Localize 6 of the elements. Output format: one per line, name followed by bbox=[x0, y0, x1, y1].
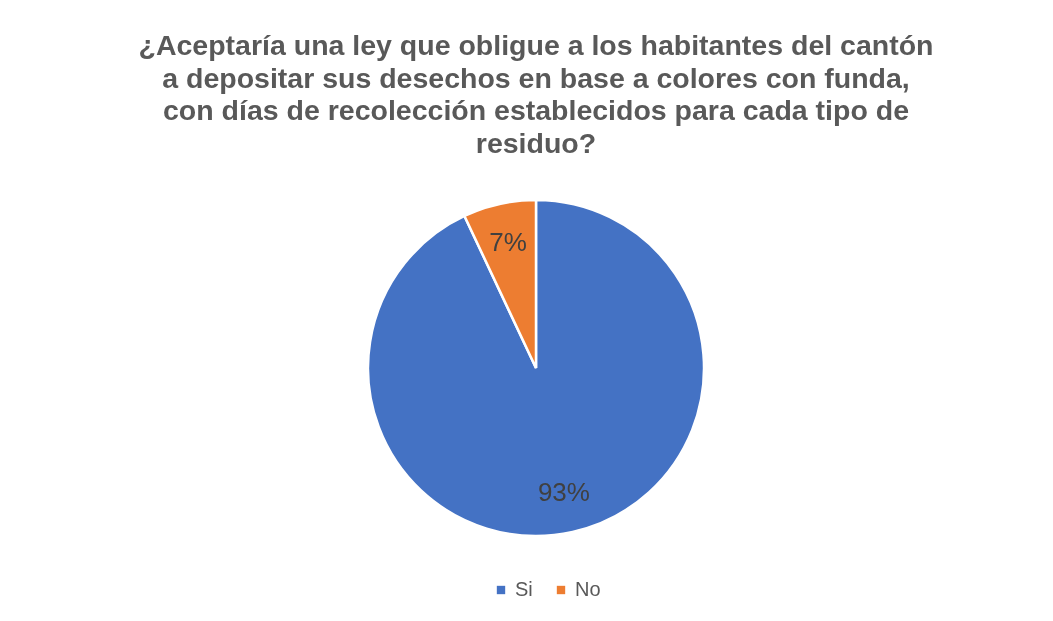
legend-label: Si bbox=[515, 578, 533, 600]
pie-slice bbox=[366, 198, 706, 538]
data-label: 7% bbox=[489, 227, 527, 258]
data-label: 93% bbox=[537, 476, 590, 507]
legend-label: No bbox=[575, 578, 601, 600]
chart-title: ¿Aceptaría una ley que obligue a los habitantes del cantón a depositar sus desechos en base a colores con funda, con días de recolección establecidos para cada tipo de residuo? bbox=[138, 29, 934, 159]
